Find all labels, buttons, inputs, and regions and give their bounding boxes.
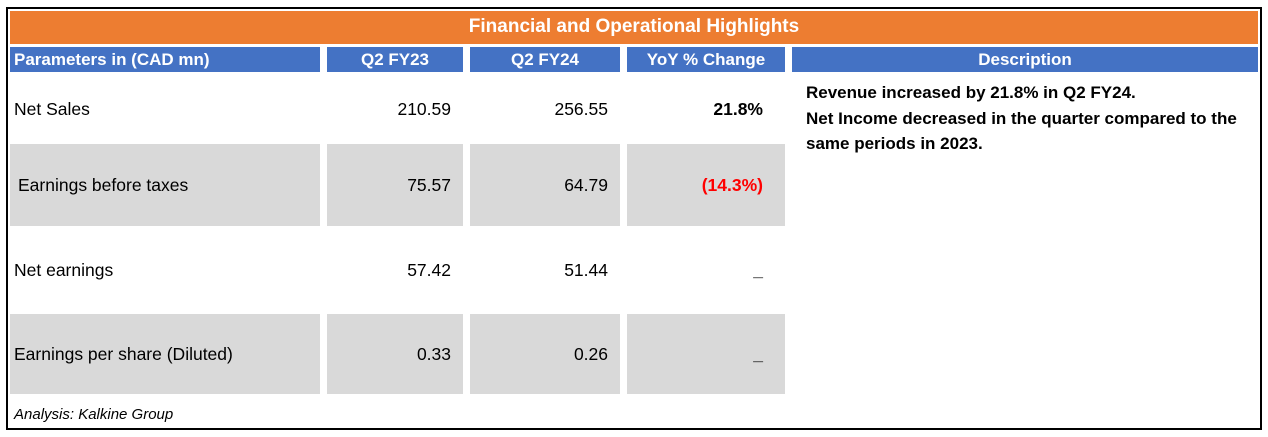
row-earnings-before-taxes-label: Earnings before taxes xyxy=(10,144,320,226)
row-earnings-before-taxes-q2fy23: 75.57 xyxy=(327,144,463,226)
row-net-sales-q2fy23: 210.59 xyxy=(397,98,451,119)
data-grid: Parameters in (CAD mn) Q2 FY23 Q2 FY24 Y… xyxy=(10,47,1258,394)
description-line-1: Revenue increased by 21.8% in Q2 FY24. xyxy=(806,83,1136,102)
analysis-attribution: Analysis: Kalkine Group xyxy=(14,406,174,423)
table-title: Financial and Operational Highlights xyxy=(10,11,1258,44)
row-eps-diluted-q2fy24: 0.26 xyxy=(470,314,620,394)
col-header-q2fy23: Q2 FY23 xyxy=(327,47,463,72)
col-header-description: Description xyxy=(792,47,1258,72)
row-eps-diluted-yoy: _ xyxy=(627,314,785,394)
row-eps-diluted-label: Earnings per share (Diluted) xyxy=(10,314,320,394)
col-header-q2fy24: Q2 FY24 xyxy=(470,47,620,72)
row-net-sales-yoy: 21.8% xyxy=(713,98,763,119)
row-net-earnings-label: Net earnings xyxy=(14,259,114,280)
col-header-yoy-change: YoY % Change xyxy=(627,47,785,72)
row-earnings-before-taxes-yoy: (14.3%) xyxy=(627,144,785,226)
highlights-table: Financial and Operational Highlights Par… xyxy=(6,7,1262,430)
row-net-sales-q2fy24: 256.55 xyxy=(554,98,608,119)
row-net-earnings-yoy: _ xyxy=(753,259,763,280)
description-line-2: Net Income decreased in the quarter comp… xyxy=(806,108,1237,154)
row-earnings-before-taxes-q2fy24: 64.79 xyxy=(470,144,620,226)
row-net-earnings-q2fy24: 51.44 xyxy=(564,259,608,280)
row-eps-diluted-q2fy23: 0.33 xyxy=(327,314,463,394)
col-header-parameters: Parameters in (CAD mn) xyxy=(10,47,320,72)
row-net-earnings-q2fy23: 57.42 xyxy=(407,259,451,280)
description-cell: Revenue increased by 21.8% in Q2 FY24. N… xyxy=(792,74,1258,394)
row-net-sales-label: Net Sales xyxy=(14,98,90,119)
